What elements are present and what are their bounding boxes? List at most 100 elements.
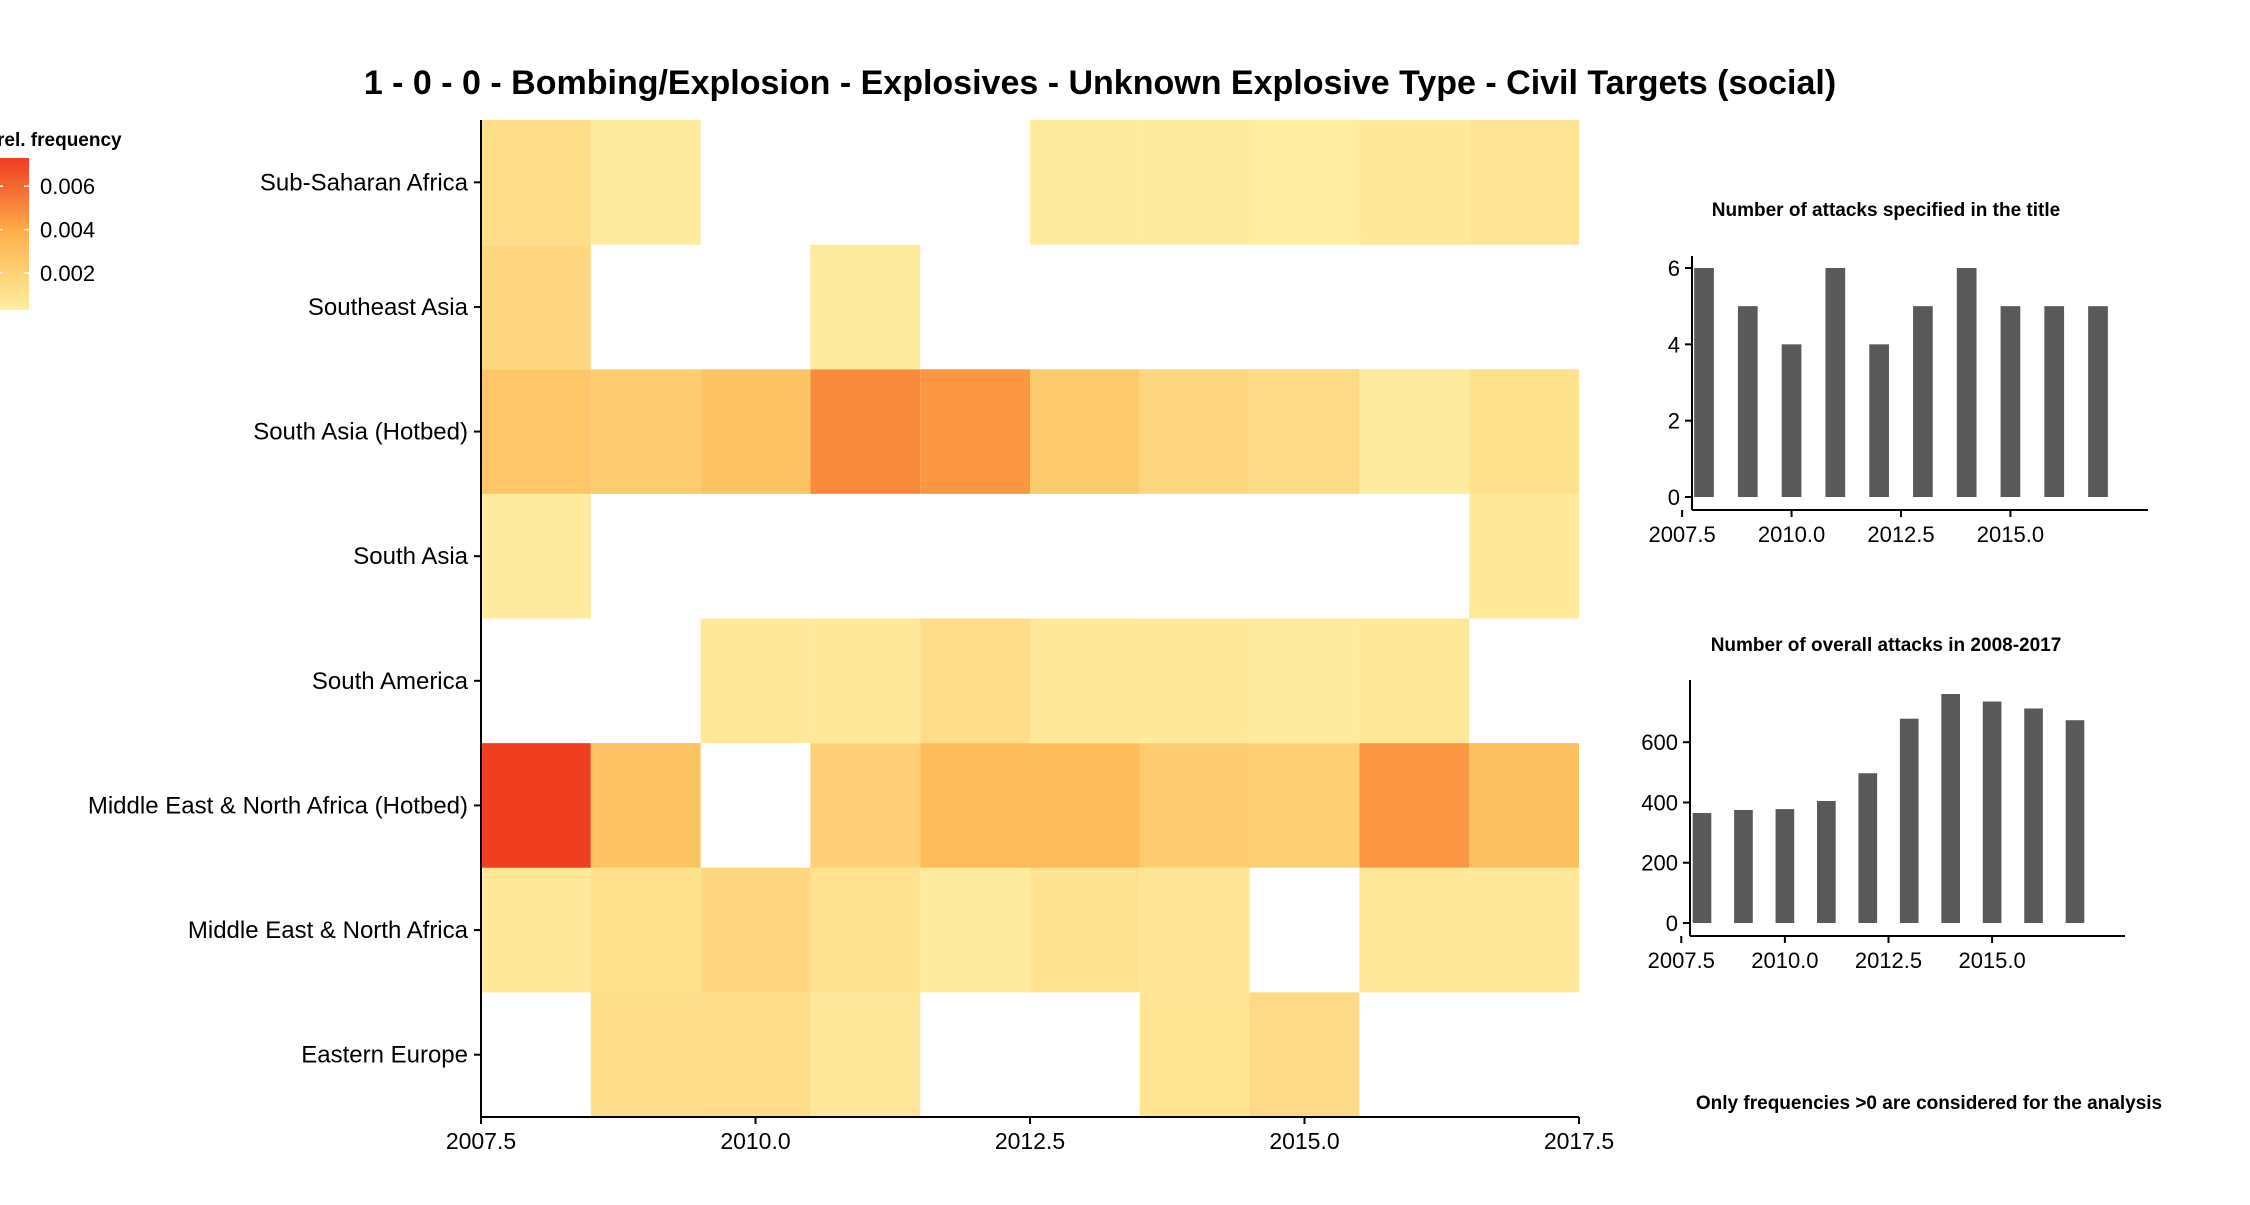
heatmap-cell [481, 867, 591, 993]
heatmap-cell [1139, 369, 1250, 494]
heatmap-cell [481, 493, 591, 619]
x-tick-label: 2017.5 [1544, 1128, 1614, 1154]
attacks-bar-chart: Number of attacks specified in the title… [1648, 200, 2148, 547]
bar [1982, 701, 2002, 923]
bar [1734, 810, 1753, 923]
heatmap-cell [1469, 867, 1579, 993]
bar [1775, 809, 1795, 923]
heatmap-cell [1139, 992, 1250, 1117]
heatmap-cell [1030, 120, 1140, 245]
bar [1781, 344, 1802, 497]
heatmap-cell [700, 992, 811, 1117]
legend-tick-label: 0.002 [40, 261, 95, 286]
heatmap-cell [481, 120, 591, 245]
heatmap-cell [1469, 369, 1579, 494]
attacks-chart-title: Number of attacks specified in the title [1712, 200, 2060, 221]
heatmap-chart: Eastern Europe Middle East & North Africa… [88, 120, 1614, 1154]
heatmap-cell [1030, 743, 1140, 868]
bar [2065, 720, 2085, 923]
y-tick-label: Middle East & North Africa [188, 917, 469, 944]
bar [1737, 306, 1758, 497]
bar-x-tick-label: 2007.5 [1648, 522, 1715, 547]
legend: rel. frequency 0.006 0.004 0.002 [0, 130, 122, 310]
heatmap-cell [1359, 120, 1470, 245]
bar [1694, 268, 1714, 497]
bar [1941, 694, 1960, 923]
bar [1869, 344, 1889, 497]
heatmap-cell [1359, 369, 1470, 494]
heatmap-cell [481, 369, 591, 494]
bar-y-tick-label: 400 [1641, 790, 1678, 815]
bar-y-tick-label: 6 [1668, 256, 1680, 281]
heatmap-cell [590, 743, 701, 868]
heatmap-cell [810, 618, 921, 744]
heatmap-cell [1359, 618, 1470, 744]
bar-y-tick-label: 0 [1666, 911, 1678, 936]
heatmap-cell [1030, 618, 1140, 744]
x-tick-label: 2007.5 [446, 1128, 516, 1154]
x-tick-label: 2010.0 [720, 1128, 790, 1154]
heatmap-cell [1030, 369, 1140, 494]
heatmap-cell [590, 120, 701, 245]
bar-x-tick-label: 2012.5 [1867, 522, 1934, 547]
bar-y-tick-label: 2 [1668, 409, 1680, 434]
bar-x-tick-label: 2012.5 [1855, 948, 1922, 973]
bar-y-tick-label: 0 [1668, 485, 1680, 510]
bar [1956, 268, 1977, 497]
heatmap-cell [1139, 743, 1250, 868]
y-tick-label: Middle East & North Africa (Hotbed) [88, 792, 468, 819]
bar [2088, 306, 2108, 497]
heatmap-cell [590, 992, 701, 1117]
bar [1825, 268, 1846, 497]
heatmap-cell [1359, 867, 1470, 993]
chart-title: 1 - 0 - 0 - Bombing/Explosion - Explosiv… [364, 64, 1836, 102]
heatmap-cell [1249, 369, 1360, 494]
bar-x-tick-label: 2010.0 [1758, 522, 1825, 547]
heatmap-cell [1249, 992, 1360, 1117]
bar [2024, 708, 2043, 923]
heatmap-cell [810, 244, 921, 370]
bar [2044, 306, 2065, 497]
heatmap-cell [810, 743, 921, 868]
bar [1692, 813, 1712, 923]
heatmap-cell [700, 369, 811, 494]
heatmap-cell [810, 867, 921, 993]
heatmap-cell [1249, 743, 1360, 868]
heatmap-cell [700, 618, 811, 744]
bar-x-tick-label: 2010.0 [1751, 948, 1818, 973]
legend-colorbar [0, 158, 29, 310]
y-tick-label: South America [312, 668, 469, 695]
bar [2000, 306, 2021, 497]
heatmap-cell [481, 244, 591, 370]
heatmap-cell [1249, 120, 1360, 245]
y-tick-label: South Asia [353, 543, 468, 570]
heatmap-cell [920, 369, 1030, 494]
heatmap-cell [1469, 743, 1579, 868]
bar-x-tick-label: 2007.5 [1648, 948, 1715, 973]
heatmap-cell [590, 867, 701, 993]
heatmap-cell [1139, 867, 1250, 993]
heatmap-cell [1469, 493, 1579, 619]
y-tick-label: Eastern Europe [301, 1042, 468, 1069]
x-tick-label: 2015.0 [1269, 1128, 1339, 1154]
y-tick-label: South Asia (Hotbed) [253, 419, 468, 446]
heatmap-cell [1030, 867, 1140, 993]
legend-tick-label: 0.006 [40, 174, 95, 199]
legend-tick-label: 0.004 [40, 218, 95, 243]
x-tick-label: 2012.5 [995, 1128, 1065, 1154]
heatmap-cell [810, 369, 921, 494]
heatmap-cell [481, 743, 591, 868]
heatmap-cell [920, 618, 1030, 744]
bar-x-tick-label: 2015.0 [1958, 948, 2025, 973]
heatmap-cell [700, 867, 811, 993]
heatmap-cell [1469, 120, 1579, 245]
bar-x-tick-label: 2015.0 [1977, 522, 2044, 547]
heatmap-cell [1139, 120, 1250, 245]
heatmap-cell [920, 743, 1030, 868]
overall-chart-title: Number of overall attacks in 2008-2017 [1711, 635, 2062, 656]
bar [1817, 800, 1836, 923]
footnote: Only frequencies >0 are considered for t… [1696, 1093, 2162, 1114]
heatmap-cell [1359, 743, 1470, 868]
heatmap-cell [1249, 618, 1360, 744]
